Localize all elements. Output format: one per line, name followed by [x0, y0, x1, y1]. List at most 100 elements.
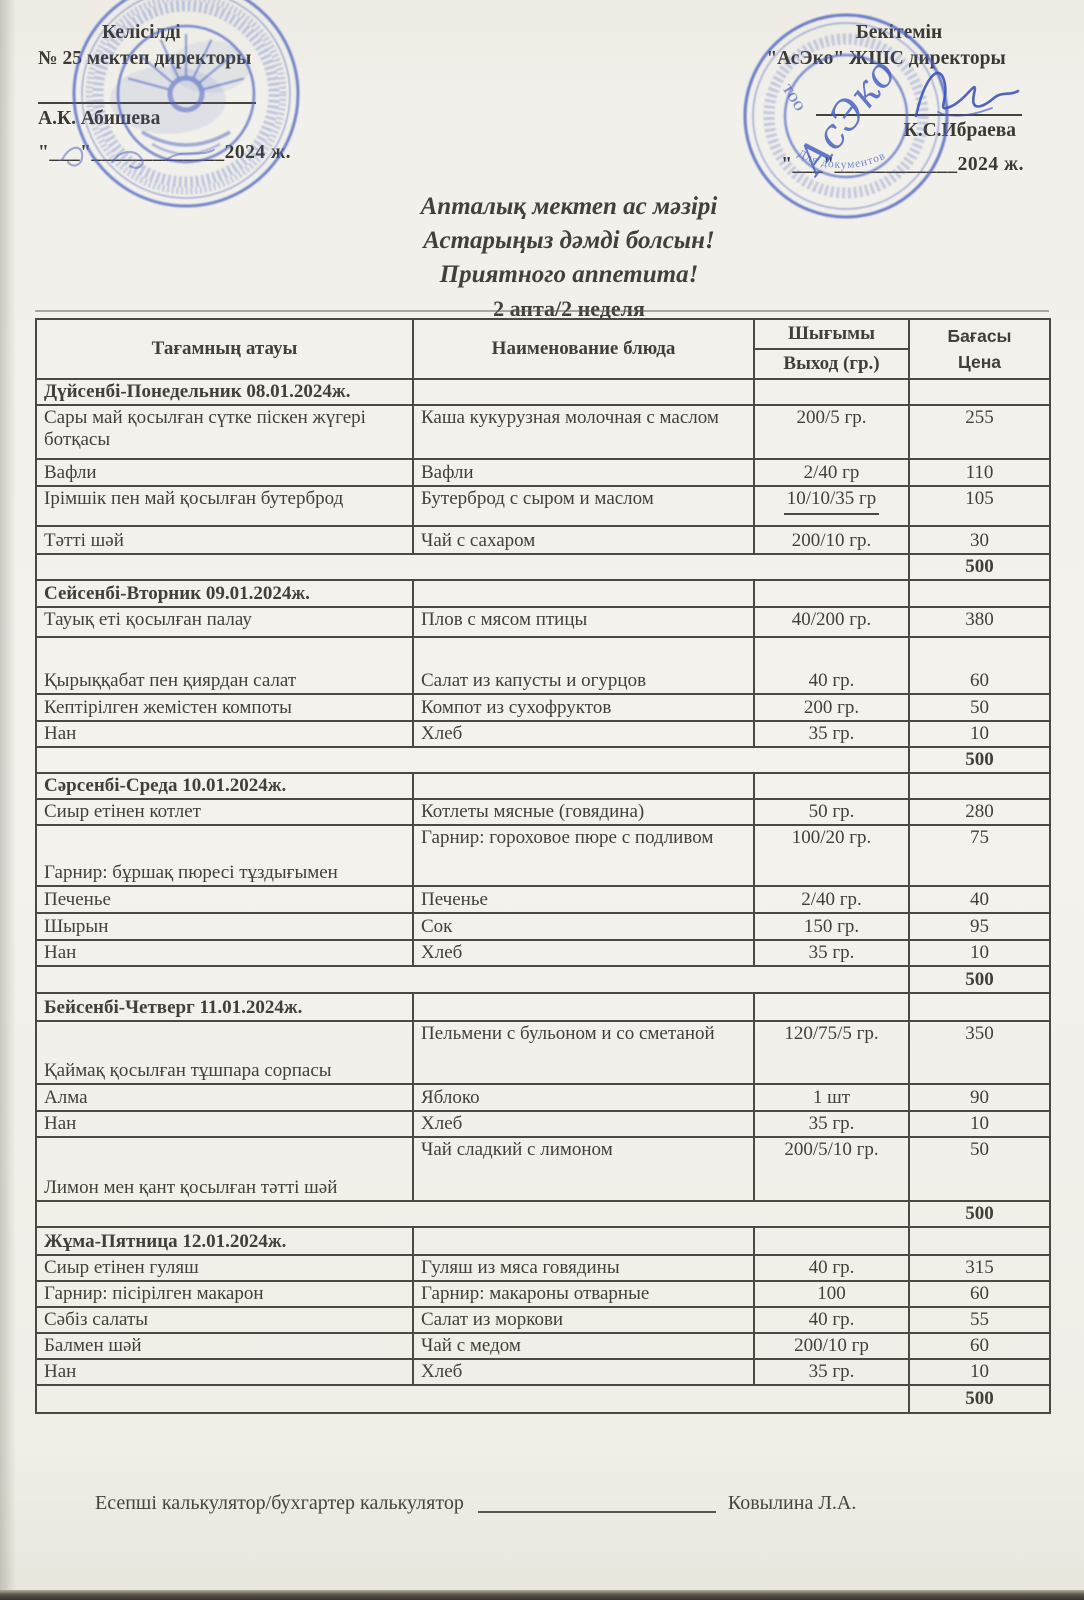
dish-name-ru: Котлеты мясные (говядина) [412, 798, 755, 826]
dish-output: 200/10 гр [753, 1332, 910, 1360]
menu-dish-row: Нан Хлеб 35 гр. 10 [35, 1358, 1051, 1386]
dish-output: 40/200 гр. [753, 606, 910, 638]
scan-edge-bottom [0, 1590, 1084, 1600]
menu-dish-row: Қаймақ қосылған тұшпара сорпасы Пельмени … [35, 1020, 1051, 1085]
dish-output: 200/10 гр. [753, 525, 910, 555]
menu-dish-row: Лимон мен қант қосылған тәтті шәй Чай сла… [35, 1136, 1051, 1202]
dish-name-kk: Нан [35, 1110, 414, 1138]
menu-dish-row: Балмен шәй Чай с медом 200/10 гр 60 [35, 1332, 1051, 1360]
approval-right-org: "АсЭко" ЖШС директоры [766, 48, 1006, 69]
dish-output: 2/40 гр. [753, 885, 910, 914]
menu-dish-row: Ірімшік пен май қосылған бутерброд Бутерб… [35, 485, 1051, 527]
table-top-scanline [35, 310, 1049, 312]
menu-dish-row: Гарнир: бұршақ пюресі тұздығымен Гарнир: … [35, 824, 1051, 887]
header-output: Шығымы Выход (гр.) [753, 318, 910, 380]
dish-name-kk: Гарнир: пісірілген макарон [35, 1280, 414, 1308]
dish-price: 315 [908, 1254, 1051, 1282]
day-empty-cell [908, 772, 1051, 800]
dish-price: 10 [908, 1110, 1051, 1138]
menu-total-row: 500 [35, 965, 1051, 994]
dish-price: 60 [908, 1332, 1051, 1360]
header-dish-ru: Наименование блюда [412, 318, 755, 380]
total-spacer [35, 1200, 910, 1228]
menu-dish-row: Тәтті шәй Чай с сахаром 200/10 гр. 30 [35, 525, 1051, 555]
dish-name-ru: Чай сладкий с лимоном [412, 1136, 755, 1202]
menu-dish-row: Кептірілген жемістен компоты Компот из су… [35, 693, 1051, 722]
dish-name-ru: Салат из капусты и огурцов [412, 636, 755, 695]
dish-output: 200 гр. [753, 693, 910, 722]
day-empty-cell [412, 992, 755, 1022]
day-label: Бейсенбі-Четверг 11.01.2024ж. [35, 992, 414, 1022]
menu-dish-row: Печенье Печенье 2/40 гр. 40 [35, 885, 1051, 914]
menu-total-row: 500 [35, 553, 1051, 581]
dish-price: 50 [908, 693, 1051, 722]
header-price-kk: Бағасы [947, 326, 1012, 346]
dish-output: 1 шт [753, 1083, 910, 1112]
dish-name-ru: Гарнир: гороховое пюре с подливом [412, 824, 755, 887]
approval-left-date: "___"_____________2024 ж. [38, 142, 292, 163]
menu-dish-row: Сиыр етінен гуляш Гуляш из мяса говядины 4… [35, 1254, 1051, 1282]
menu-dish-row: Нан Хлеб 35 гр. 10 [35, 720, 1051, 748]
dish-output: 2/40 гр [753, 458, 910, 487]
dish-name-kk: Ірімшік пен май қосылған бутерброд [35, 485, 414, 527]
header-price: Бағасы Цена [908, 318, 1051, 380]
dish-output: 150 гр. [753, 912, 910, 941]
menu-dish-row: Нан Хлеб 35 гр. 10 [35, 939, 1051, 967]
day-empty-cell [908, 579, 1051, 608]
menu-dish-row: Сиыр етінен котлет Котлеты мясные (говяди… [35, 798, 1051, 826]
total-spacer [35, 1384, 910, 1414]
footer-signature-line [477, 1495, 716, 1513]
dish-output: 40 гр. [753, 636, 910, 695]
dish-price: 10 [908, 939, 1051, 967]
total-price: 500 [908, 1200, 1051, 1228]
dish-output: 35 гр. [753, 1358, 910, 1386]
dish-name-ru: Яблоко [412, 1083, 755, 1112]
header-output-ru: Выход (гр.) [783, 353, 880, 374]
day-label: Дүйсенбі-Понедельник 08.01.2024ж. [35, 378, 414, 406]
dish-name-ru: Компот из сухофруктов [412, 693, 755, 722]
dish-price: 280 [908, 798, 1051, 826]
menu-header-row: Тағамның атауы Наименование блюда Шығымы… [35, 318, 1051, 380]
dish-name-kk: Нан [35, 720, 414, 748]
dish-name-kk: Қаймақ қосылған тұшпара сорпасы [35, 1020, 414, 1085]
dish-output: 200/5/10 гр. [753, 1136, 910, 1202]
day-empty-cell [412, 579, 755, 608]
dish-price: 255 [908, 404, 1051, 460]
scan-edge-left [0, 0, 16, 1600]
approval-block-left: Келісілді № 25 мектеп директоры А.К. Аби… [38, 20, 328, 166]
day-empty-cell [908, 378, 1051, 406]
dish-name-ru: Чай с медом [412, 1332, 755, 1360]
menu-dish-row: Алма Яблоко 1 шт 90 [35, 1083, 1051, 1112]
dish-output: 120/75/5 гр. [753, 1020, 910, 1085]
dish-output: 35 гр. [753, 939, 910, 967]
menu-day-row: Дүйсенбі-Понедельник 08.01.2024ж. [35, 378, 1051, 406]
approval-left-name: А.К. Абишева [38, 108, 161, 129]
day-label: Жұма-Пятница 12.01.2024ж. [35, 1226, 414, 1256]
menu-day-row: Жұма-Пятница 12.01.2024ж. [35, 1226, 1051, 1256]
menu-dish-row: Гарнир: пісірілген макарон Гарнир: макаро… [35, 1280, 1051, 1308]
approval-right-signature-line [816, 72, 1022, 116]
dish-output: 100 [753, 1280, 910, 1308]
menu-table: Тағамның атауы Наименование блюда Шығымы… [35, 318, 1051, 1414]
approval-left-status: Келісілді [102, 22, 181, 43]
title-week-number: 2 апта/2 неделя [493, 296, 645, 321]
menu-dish-row: Сары май қосылған сүтке піскен жүгері бо… [35, 404, 1051, 460]
dish-price: 350 [908, 1020, 1051, 1085]
total-spacer [35, 553, 910, 581]
dish-name-ru: Каша кукурузная молочная с маслом [412, 404, 755, 460]
dish-output: 35 гр. [753, 720, 910, 748]
dish-output: 40 гр. [753, 1306, 910, 1334]
dish-name-ru: Сок [412, 912, 755, 941]
dish-price: 30 [908, 525, 1051, 555]
day-empty-cell [753, 992, 910, 1022]
dish-name-ru: Плов с мясом птицы [412, 606, 755, 638]
dish-name-ru: Хлеб [412, 720, 755, 748]
day-empty-cell [753, 1226, 910, 1256]
menu-dish-row: Вафли Вафли 2/40 гр 110 [35, 458, 1051, 487]
dish-name-ru: Хлеб [412, 939, 755, 967]
menu-day-row: Бейсенбі-Четверг 11.01.2024ж. [35, 992, 1051, 1022]
dish-price: 60 [908, 1280, 1051, 1308]
dish-price: 60 [908, 636, 1051, 695]
total-spacer [35, 965, 910, 994]
dish-output: 40 гр. [753, 1254, 910, 1282]
